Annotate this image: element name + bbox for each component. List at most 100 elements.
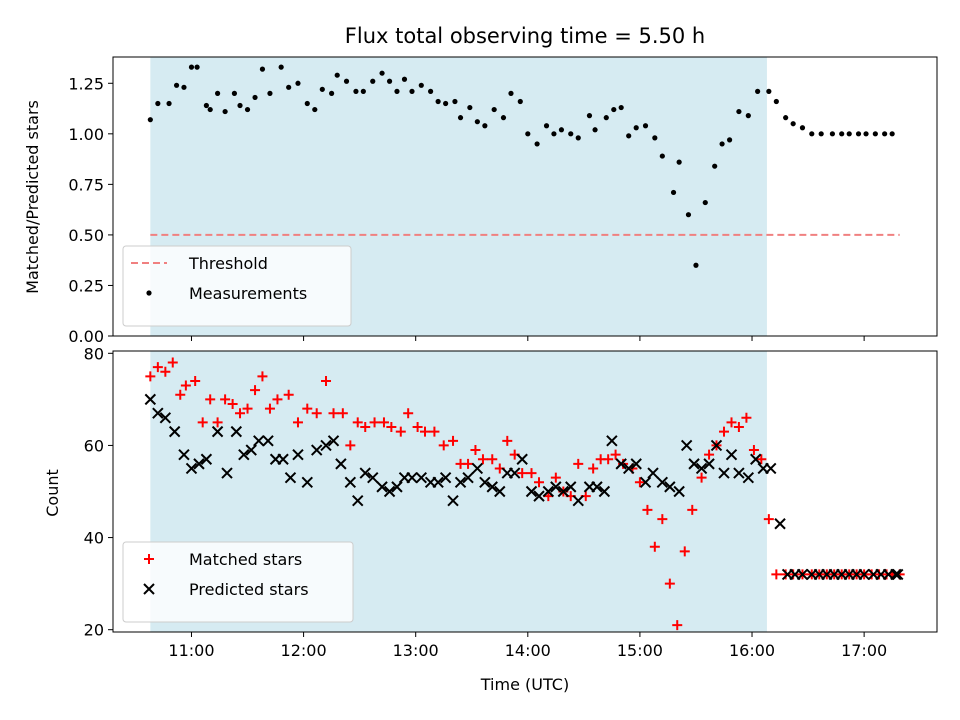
data-point [391,481,403,493]
data-point [592,127,598,133]
data-point [178,448,190,461]
data-point [774,518,786,530]
legend-marker [146,290,152,296]
data-point [892,568,904,581]
data-point [185,462,198,475]
legend-marker [143,583,155,595]
top-axes-frame [112,56,938,337]
data-point [702,199,708,206]
data-point [194,64,200,70]
x-tick-label: 16:00 [729,641,775,660]
data-point [190,375,201,386]
data-point [181,84,187,90]
data-point [477,454,488,465]
data-point [471,462,484,475]
data-point [696,472,707,483]
data-point [575,135,581,141]
data-point [494,485,506,498]
bottom-axes-frame [112,350,938,633]
data-point [312,106,318,113]
data-point [491,106,497,113]
data-point [175,389,186,400]
data-point [311,408,322,419]
data-point [337,408,348,419]
data-point [526,468,537,479]
data-point [145,371,156,382]
data-point [558,127,565,133]
data-point [788,569,799,580]
data-point [386,78,393,84]
data-point [277,453,289,465]
data-point [328,408,339,419]
data-point [482,123,488,129]
data-point [766,88,772,94]
data-point [672,620,683,631]
data-point [846,131,852,137]
data-point [352,417,363,428]
data-point [610,449,621,460]
data-point [680,439,693,452]
data-point [829,131,836,137]
data-point [448,435,459,446]
data-point [517,468,528,479]
data-point [890,568,902,581]
data-point [508,467,521,479]
data-point [502,435,513,446]
data-point [386,422,397,433]
data-point [383,485,396,498]
data-point [591,481,603,493]
top-legend: Threshold Measurements [122,245,352,327]
data-point [670,189,677,196]
chart-title: Flux total observing time = 5.50 h [345,24,705,48]
bottom-y-tick-label: 80 [84,344,104,363]
data-point [428,88,434,94]
data-point [284,471,297,484]
data-point [525,131,531,137]
bottom-series-0 [145,357,905,631]
data-point [755,88,761,94]
data-point [302,403,313,414]
data-point [704,449,715,460]
data-point [500,115,507,121]
data-point [360,88,366,94]
data-point [659,153,665,159]
x-axis-label: Time (UTC) [480,675,569,694]
top-y-tick-label: 0.50 [68,226,104,245]
data-point [863,131,869,137]
data-point [286,84,292,90]
data-point [345,440,356,451]
data-point [517,98,523,105]
data-point [533,490,545,502]
data-point [267,90,273,96]
data-point [889,131,895,137]
bottom-legend-box [122,541,354,623]
data-point [435,98,441,105]
data-point [462,471,474,484]
data-point [329,90,335,96]
data-point [790,121,796,127]
top-y-tick-label: 0.00 [68,327,104,346]
data-point [872,131,878,137]
data-point [543,123,550,129]
data-point [203,102,209,109]
data-point [773,98,779,105]
data-point [310,444,323,456]
data-point [687,504,698,515]
data-point [542,485,555,498]
data-point [615,458,627,470]
data-point [253,435,265,447]
data-point [360,422,371,433]
data-point [470,445,481,456]
data-point [197,417,208,428]
data-point [748,445,759,456]
data-point [245,444,257,456]
data-point [618,104,624,111]
data-point [369,417,380,428]
data-point [741,412,752,423]
data-point [167,357,178,368]
legend-marker [144,554,154,564]
data-point [214,90,221,96]
data-point [639,476,652,488]
data-point [479,476,491,488]
data-point [353,88,359,94]
